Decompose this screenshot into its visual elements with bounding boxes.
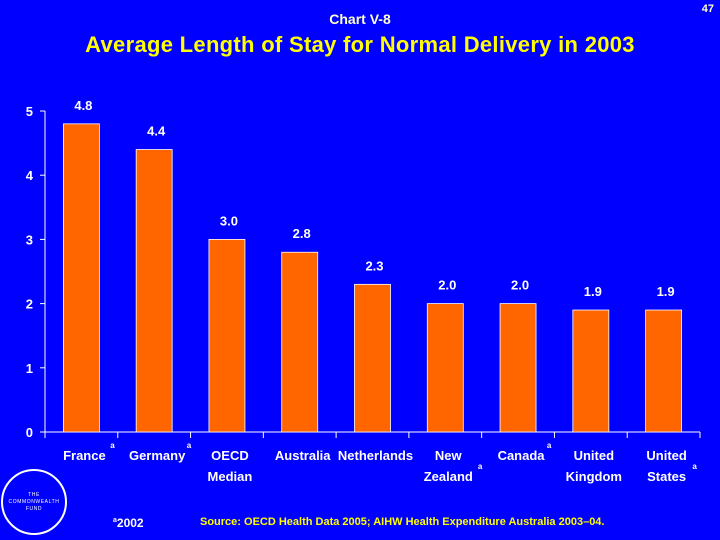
footnote-text: 2002	[116, 516, 144, 530]
footnote: a2002	[113, 516, 144, 530]
x-tick-label: Germany	[129, 448, 186, 463]
footnote-mark: a	[113, 517, 117, 524]
bar	[135, 149, 173, 433]
data-label: 2.0	[438, 278, 456, 293]
data-label: 4.8	[74, 98, 92, 113]
bar	[62, 123, 100, 433]
data-label: 3.0	[220, 213, 238, 228]
category-footnote-mark: a	[478, 462, 483, 471]
x-tick-label: Median	[208, 469, 253, 484]
chart-title: Average Length of Stay for Normal Delive…	[85, 32, 635, 57]
bar	[208, 238, 246, 433]
logo-line-3: FUND	[25, 505, 43, 512]
bar	[281, 251, 319, 433]
source-note: Source: OECD Health Data 2005; AIHW Heal…	[200, 516, 605, 528]
logo-line-1: THE	[28, 491, 40, 498]
x-tick-label: Netherlands	[338, 448, 413, 463]
x-tick-label: Zealand	[424, 469, 473, 484]
logo-line-2: COMMONWEALTH	[8, 498, 60, 505]
x-tick-label: Kingdom	[566, 469, 622, 484]
data-label: 1.9	[584, 284, 602, 299]
y-tick-label: 2	[26, 297, 33, 312]
bar	[354, 283, 391, 433]
y-tick-label: 1	[26, 361, 33, 376]
x-tick-label: Australia	[275, 448, 331, 463]
x-tick-label: Canada	[498, 448, 546, 463]
data-label: 4.4	[147, 124, 166, 139]
category-footnote-mark: a	[187, 441, 192, 450]
y-tick-label: 3	[26, 232, 33, 247]
data-label: 2.0	[511, 278, 529, 293]
page-number: 47	[701, 3, 714, 15]
category-footnote-mark: a	[110, 441, 115, 450]
data-label: 1.9	[657, 284, 675, 299]
x-tick-label: OECD	[211, 448, 249, 463]
x-tick-label: France	[63, 448, 106, 463]
category-footnote-mark: a	[692, 462, 697, 471]
x-tick-label: New	[435, 448, 463, 463]
y-tick-label: 5	[26, 104, 33, 119]
bar	[645, 309, 683, 433]
y-tick-label: 0	[26, 425, 33, 440]
bar	[572, 309, 610, 433]
data-label: 2.3	[365, 258, 383, 273]
y-tick-label: 4	[26, 168, 34, 183]
x-tick-label: States	[647, 469, 686, 484]
category-footnote-mark: a	[547, 441, 552, 450]
x-tick-label: United	[646, 448, 687, 463]
bar	[499, 303, 537, 433]
commonwealth-fund-logo: THE COMMONWEALTH FUND	[1, 469, 67, 535]
data-label: 2.8	[293, 226, 311, 241]
x-tick-label: United	[574, 448, 615, 463]
bar	[426, 303, 464, 433]
chart-label: Chart V-8	[329, 11, 391, 27]
